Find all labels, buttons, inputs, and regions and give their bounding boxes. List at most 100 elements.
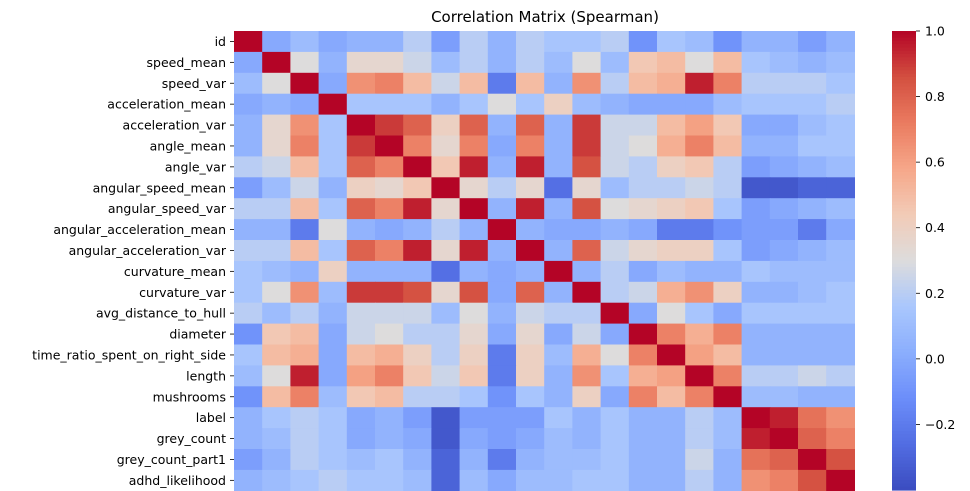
heatmap-cell-17-4 bbox=[346, 386, 376, 408]
heatmap-cell-5-0 bbox=[234, 135, 263, 157]
heatmap-cell-13-16 bbox=[685, 302, 714, 325]
heatmap-cell-10-3 bbox=[318, 240, 348, 262]
heatmap-cell-7-13 bbox=[600, 177, 630, 199]
y-tick-label-length: length bbox=[186, 368, 226, 383]
colorbar-segment-47 bbox=[892, 185, 916, 189]
y-tick-label-curvature_var: curvature_var bbox=[139, 285, 227, 300]
heatmap-cell-8-7 bbox=[431, 198, 461, 220]
heatmap-cell-2-21 bbox=[826, 72, 855, 95]
heatmap-cell-12-18 bbox=[741, 281, 771, 304]
colorbar-segment-3 bbox=[892, 40, 916, 45]
colorbar-segment-124 bbox=[892, 437, 916, 442]
colorbar-segment-14 bbox=[892, 76, 916, 81]
y-tick-label-speed_var: speed_var bbox=[162, 76, 227, 91]
colorbar-segment-81 bbox=[892, 296, 916, 301]
colorbar-segment-113 bbox=[892, 401, 916, 406]
heatmap-cell-2-1 bbox=[262, 72, 291, 95]
heatmap-cell-17-0 bbox=[234, 386, 263, 408]
heatmap-cell-4-20 bbox=[798, 114, 827, 137]
heatmap-cell-14-13 bbox=[600, 323, 630, 346]
colorbar-segment-117 bbox=[892, 414, 916, 419]
colorbar-segment-87 bbox=[892, 316, 916, 321]
heatmap-cell-8-15 bbox=[657, 198, 686, 220]
y-tick-label-id: id bbox=[215, 34, 226, 49]
colorbar-segment-56 bbox=[892, 214, 916, 219]
y-tick-label-mushrooms: mushrooms bbox=[153, 389, 226, 404]
heatmap-cell-10-16 bbox=[685, 240, 714, 262]
heatmap-cell-4-1 bbox=[262, 114, 291, 137]
heatmap-cell-18-2 bbox=[290, 407, 320, 429]
heatmap-cell-14-4 bbox=[346, 323, 376, 346]
heatmap-cell-12-7 bbox=[431, 281, 461, 304]
heatmap-cell-20-13 bbox=[600, 449, 630, 471]
heatmap-cell-8-6 bbox=[403, 198, 432, 220]
heatmap-cell-14-3 bbox=[318, 323, 348, 346]
heatmap-cell-7-4 bbox=[346, 177, 376, 199]
heatmap-cell-19-9 bbox=[487, 428, 517, 450]
heatmap-cell-15-1 bbox=[262, 344, 291, 366]
heatmap-cell-17-6 bbox=[403, 386, 432, 408]
heatmap-cell-11-6 bbox=[403, 260, 432, 283]
heatmap-cell-1-7 bbox=[431, 51, 461, 74]
heatmap-cell-13-17 bbox=[713, 302, 743, 325]
heatmap-cell-21-3 bbox=[318, 469, 348, 491]
heatmap-cell-20-1 bbox=[262, 449, 291, 471]
heatmap-cell-17-8 bbox=[459, 386, 489, 408]
heatmap-cell-12-20 bbox=[798, 281, 827, 304]
heatmap-cell-2-2 bbox=[290, 72, 320, 95]
heatmap-cell-12-14 bbox=[628, 281, 658, 304]
colorbar-segment-101 bbox=[892, 362, 916, 367]
heatmap-cell-19-17 bbox=[713, 428, 743, 450]
heatmap-cell-13-18 bbox=[741, 302, 771, 325]
y-tick-label-acceleration_mean: acceleration_mean bbox=[107, 97, 226, 112]
heatmap-cell-0-8 bbox=[459, 31, 489, 53]
heatmap-cell-8-4 bbox=[346, 198, 376, 220]
heatmap-cell-2-6 bbox=[403, 72, 432, 95]
heatmap-cell-15-19 bbox=[769, 344, 799, 366]
heatmap-cell-19-2 bbox=[290, 428, 320, 450]
colorbar-segment-85 bbox=[892, 309, 916, 314]
heatmap-cell-13-2 bbox=[290, 302, 320, 325]
colorbar-segment-104 bbox=[892, 371, 916, 376]
heatmap-cell-3-7 bbox=[431, 93, 461, 116]
heatmap-cell-11-2 bbox=[290, 260, 320, 283]
heatmap-cell-21-15 bbox=[657, 469, 686, 491]
y-tick-label-grey_count_part1: grey_count_part1 bbox=[117, 452, 226, 467]
colorbar-segment-106 bbox=[892, 378, 916, 383]
colorbar-segment-119 bbox=[892, 421, 916, 426]
colorbar-segment-130 bbox=[892, 457, 916, 462]
heatmap-cell-1-0 bbox=[234, 51, 263, 74]
heatmap-cell-21-18 bbox=[741, 469, 771, 491]
heatmap-cell-16-16 bbox=[685, 365, 714, 387]
heatmap-cell-15-8 bbox=[459, 344, 489, 366]
colorbar-tick-label-5: 0.8 bbox=[925, 89, 945, 104]
heatmap-cell-21-13 bbox=[600, 469, 630, 491]
colorbar-tick-label-6: 1.0 bbox=[925, 24, 945, 39]
heatmap-cell-8-11 bbox=[544, 198, 573, 220]
heatmap-cell-5-17 bbox=[713, 135, 743, 157]
heatmap-cell-3-16 bbox=[685, 93, 714, 116]
heatmap-cell-17-9 bbox=[487, 386, 517, 408]
heatmap-cell-16-11 bbox=[544, 365, 573, 387]
heatmap-cell-8-18 bbox=[741, 198, 771, 220]
colorbar-segment-57 bbox=[892, 217, 916, 222]
heatmap-cell-15-14 bbox=[628, 344, 658, 366]
heatmap-cell-4-0 bbox=[234, 114, 263, 137]
colorbar-segment-12 bbox=[892, 70, 916, 75]
colorbar-segment-20 bbox=[892, 96, 916, 101]
colorbar-segment-70 bbox=[892, 260, 916, 265]
colorbar-segment-89 bbox=[892, 322, 916, 327]
heatmap-cell-11-16 bbox=[685, 260, 714, 283]
heatmap-cell-6-19 bbox=[769, 156, 799, 178]
colorbar-segment-98 bbox=[892, 352, 916, 357]
heatmap-cell-5-21 bbox=[826, 135, 855, 157]
heatmap-cell-19-20 bbox=[798, 428, 827, 450]
heatmap-cell-12-12 bbox=[572, 281, 602, 304]
heatmap-cell-16-8 bbox=[459, 365, 489, 387]
heatmap-cell-14-14 bbox=[628, 323, 658, 346]
y-tick-label-adhd_likelihood: adhd_likelihood bbox=[129, 473, 226, 488]
heatmap-cell-5-19 bbox=[769, 135, 799, 157]
heatmap-cell-17-20 bbox=[798, 386, 827, 408]
heatmap-cell-11-11 bbox=[544, 260, 573, 283]
heatmap-cell-16-5 bbox=[375, 365, 404, 387]
